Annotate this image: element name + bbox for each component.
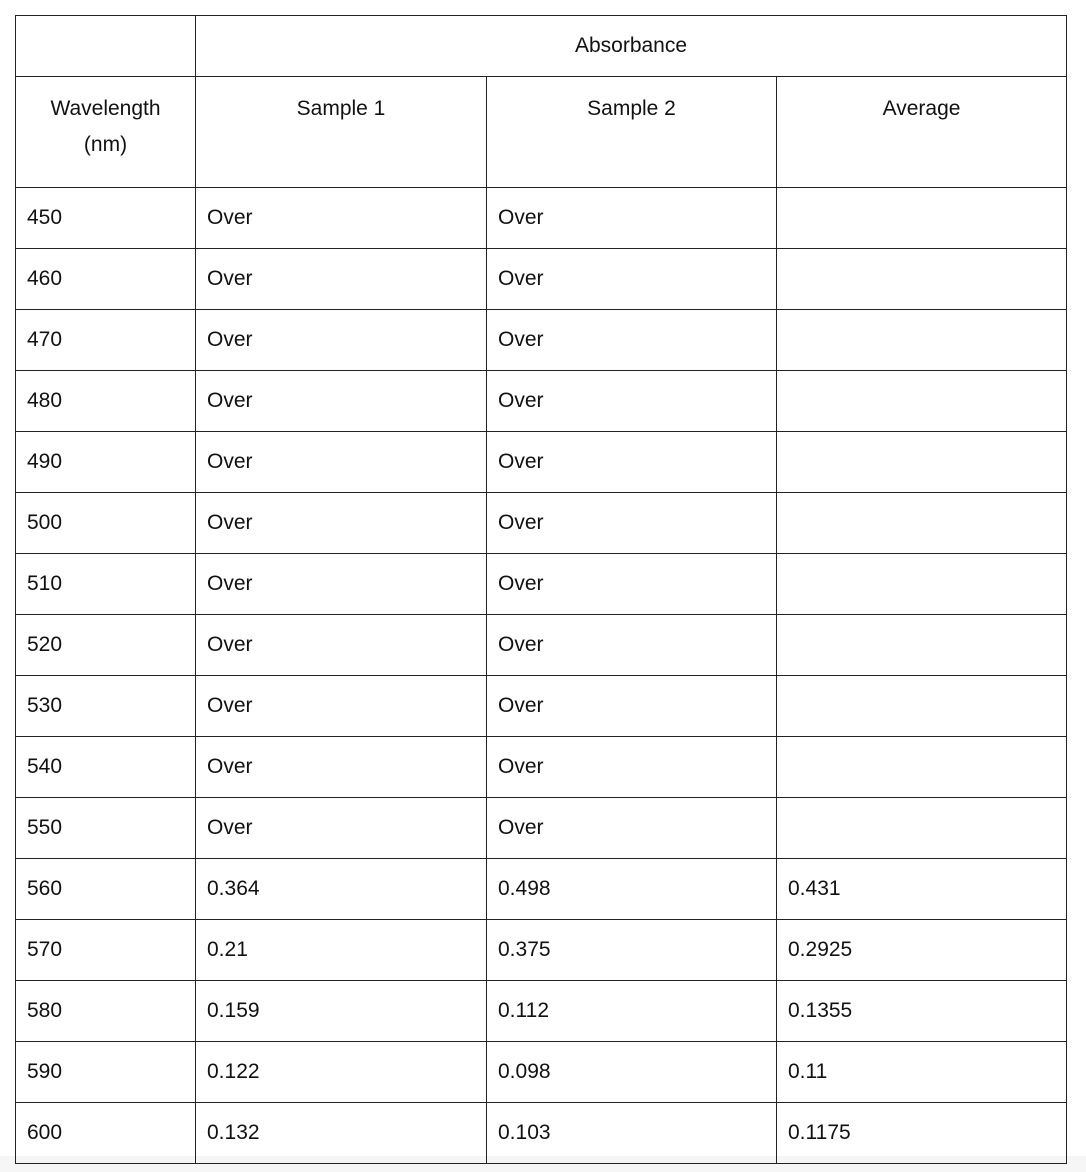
header-line: Wavelength — [50, 97, 161, 120]
sample-1-cell: 0.364 — [195, 858, 487, 920]
sample-1-cell: 0.132 — [195, 1102, 487, 1164]
sample-2-cell: 0.112 — [486, 980, 777, 1042]
wavelength-cell: 470 — [15, 309, 196, 371]
table-row: 450 Over Over — [15, 187, 1068, 249]
sample-1-cell: Over — [195, 614, 487, 676]
sample-2-cell: 0.103 — [486, 1102, 777, 1164]
sample-2-cell: Over — [486, 248, 777, 310]
average-cell — [775, 187, 1068, 249]
average-cell: 0.1175 — [775, 1102, 1068, 1164]
sample-2-cell: 0.375 — [486, 919, 777, 981]
sample-1-cell: 0.159 — [195, 980, 487, 1042]
sample-1-cell: Over — [195, 187, 487, 249]
header-line: (nm) — [83, 133, 128, 156]
table-row: 590 0.122 0.098 0.11 — [15, 1041, 1068, 1103]
group-header-row: Absorbance — [15, 15, 1068, 77]
average-cell: 0.2925 — [775, 919, 1068, 981]
table-row: 480 Over Over — [15, 370, 1068, 432]
table-row: 580 0.159 0.112 0.1355 — [15, 980, 1068, 1042]
average-cell — [775, 736, 1068, 798]
sample-2-cell: Over — [486, 675, 777, 737]
wavelength-cell: 570 — [15, 919, 196, 981]
wavelength-cell: 490 — [15, 431, 196, 493]
table-row: 470 Over Over — [15, 309, 1068, 371]
average-cell — [775, 309, 1068, 371]
wavelength-cell: 530 — [15, 675, 196, 737]
column-header-sample-2: Sample 2 — [486, 76, 777, 188]
sample-2-cell: 0.098 — [486, 1041, 777, 1103]
average-cell — [775, 248, 1068, 310]
average-cell — [775, 797, 1068, 859]
wavelength-cell: 560 — [15, 858, 196, 920]
table-row: 460 Over Over — [15, 248, 1068, 310]
table-body: 450 Over Over 460 Over Over 470 Over Over 480 Over… — [15, 187, 1068, 1164]
table-row: 600 0.132 0.103 0.1175 — [15, 1102, 1068, 1164]
absorbance-group-header: Absorbance — [194, 15, 1068, 77]
average-cell: 0.1355 — [775, 980, 1068, 1042]
table-row: 560 0.364 0.498 0.431 — [15, 858, 1068, 920]
sample-2-cell: 0.498 — [486, 858, 777, 920]
column-header-sample-1: Sample 1 — [195, 76, 487, 188]
sample-2-cell: Over — [486, 492, 777, 554]
sample-1-cell: 0.122 — [195, 1041, 487, 1103]
sample-1-cell: Over — [195, 736, 487, 798]
average-cell — [775, 675, 1068, 737]
wavelength-cell: 510 — [15, 553, 196, 615]
table-row: 490 Over Over — [15, 431, 1068, 493]
sample-2-cell: Over — [486, 431, 777, 493]
absorbance-table: Absorbance Wavelength (nm) Sample 1 Sampl… — [15, 15, 1068, 1164]
wavelength-cell: 480 — [15, 370, 196, 432]
average-cell: 0.11 — [775, 1041, 1068, 1103]
sample-2-cell: Over — [486, 370, 777, 432]
average-cell — [775, 614, 1068, 676]
wavelength-cell: 590 — [15, 1041, 196, 1103]
sample-2-cell: Over — [486, 614, 777, 676]
sample-1-cell: Over — [195, 492, 487, 554]
sample-1-cell: Over — [195, 797, 487, 859]
average-cell — [775, 431, 1068, 493]
sample-1-cell: Over — [195, 675, 487, 737]
table-row: 570 0.21 0.375 0.2925 — [15, 919, 1068, 981]
wavelength-cell: 550 — [15, 797, 196, 859]
table-row: 550 Over Over — [15, 797, 1068, 859]
table-row: 540 Over Over — [15, 736, 1068, 798]
average-cell — [775, 553, 1068, 615]
sample-1-cell: Over — [195, 431, 487, 493]
wavelength-cell: 520 — [15, 614, 196, 676]
column-header-row: Wavelength (nm) Sample 1 Sample 2 Average — [15, 76, 1068, 188]
empty-corner-cell — [15, 15, 196, 77]
sample-1-cell: 0.21 — [195, 919, 487, 981]
column-header-wavelength: Wavelength (nm) — [15, 76, 196, 188]
table-row: 500 Over Over — [15, 492, 1068, 554]
sample-2-cell: Over — [486, 553, 777, 615]
sample-1-cell: Over — [195, 370, 487, 432]
table-row: 520 Over Over — [15, 614, 1068, 676]
sample-2-cell: Over — [486, 187, 777, 249]
sample-2-cell: Over — [486, 736, 777, 798]
wavelength-cell: 540 — [15, 736, 196, 798]
table-row: 510 Over Over — [15, 553, 1068, 615]
wavelength-cell: 500 — [15, 492, 196, 554]
sample-1-cell: Over — [195, 553, 487, 615]
sample-2-cell: Over — [486, 309, 777, 371]
sample-2-cell: Over — [486, 797, 777, 859]
wavelength-cell: 580 — [15, 980, 196, 1042]
sample-1-cell: Over — [195, 309, 487, 371]
average-cell — [775, 492, 1068, 554]
average-cell: 0.431 — [775, 858, 1068, 920]
wavelength-cell: 600 — [15, 1102, 196, 1164]
table-row: 530 Over Over — [15, 675, 1068, 737]
column-header-average: Average — [775, 76, 1068, 188]
wavelength-cell: 450 — [15, 187, 196, 249]
average-cell — [775, 370, 1068, 432]
wavelength-cell: 460 — [15, 248, 196, 310]
sample-1-cell: Over — [195, 248, 487, 310]
